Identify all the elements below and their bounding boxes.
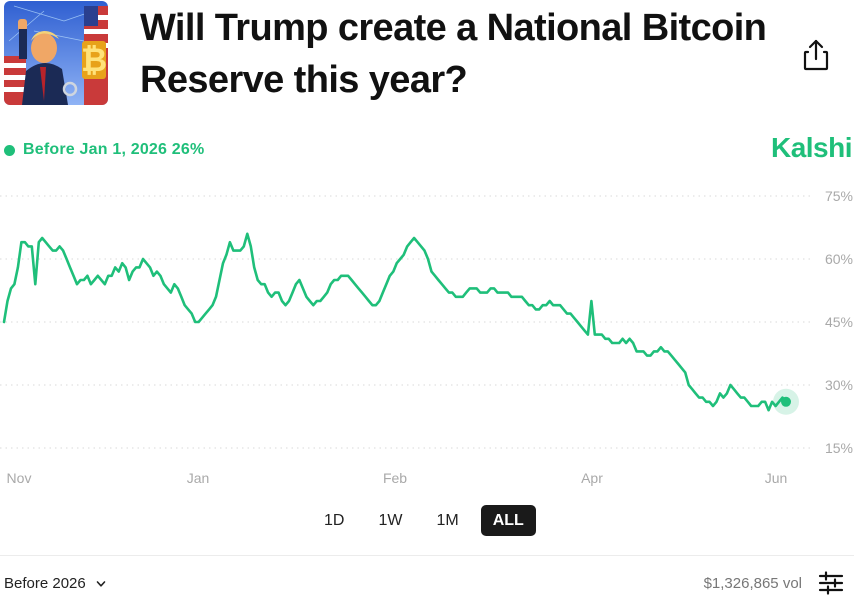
range-button-all[interactable]: ALL — [480, 505, 536, 536]
y-tick-label: 75% — [825, 188, 853, 204]
sliders-icon[interactable] — [818, 571, 844, 595]
y-tick-label: 45% — [825, 314, 853, 330]
outcome-select[interactable]: Before 2026 — [4, 575, 106, 592]
trump-bitcoin-thumbnail: ₿ — [4, 1, 108, 105]
x-tick-label: Apr — [581, 470, 603, 486]
series-line — [2, 232, 788, 412]
legend-label: Before Jan 1, 2026 26% — [23, 141, 205, 158]
title-line-1: Will Trump create a National Bitcoin — [140, 7, 767, 49]
x-tick-label: Nov — [7, 470, 32, 486]
range-button-1d[interactable]: 1D — [324, 512, 345, 529]
y-tick-label: 15% — [825, 440, 853, 456]
x-tick-label: Jan — [187, 470, 210, 486]
brand-logo: Kalshi — [770, 132, 853, 163]
x-tick-label: Feb — [383, 470, 407, 486]
svg-text:₿: ₿ — [81, 41, 107, 79]
range-button-1m[interactable]: 1M — [436, 512, 459, 529]
y-tick-label: 30% — [825, 377, 853, 393]
legend-dot — [4, 144, 15, 156]
outcome-select-label: Before 2026 — [4, 575, 86, 592]
chart-legend: Before Jan 1, 2026 26% — [4, 141, 204, 159]
volume-text: $1,326,865 vol — [703, 575, 802, 592]
title-line-2: Reserve this year? — [140, 59, 468, 101]
price-chart: 75% 60% 45% 30% 15% Nov Jan Feb Apr Jun — [0, 188, 853, 486]
page-title: Will Trump create a National Bitcoin Res… — [140, 2, 780, 106]
share-icon[interactable] — [802, 38, 830, 72]
divider — [0, 555, 854, 556]
chevron-down-icon — [96, 580, 106, 587]
endpoint-dot — [781, 396, 791, 407]
y-tick-label: 60% — [825, 251, 853, 267]
range-button-1w[interactable]: 1W — [378, 512, 403, 529]
x-tick-label: Jun — [765, 470, 788, 486]
time-range-selector: 1D 1W 1M ALL — [312, 505, 546, 536]
